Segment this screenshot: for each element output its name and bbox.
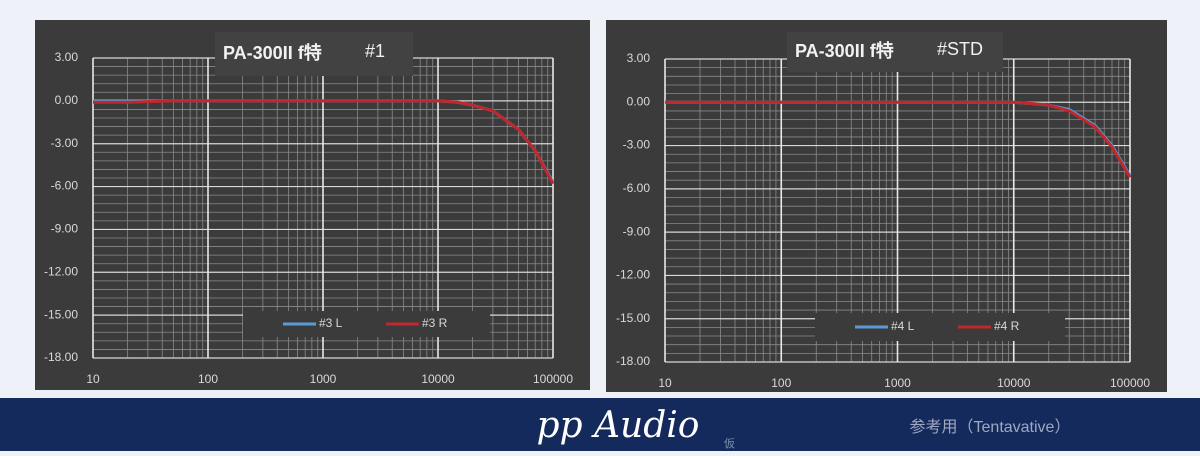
x-tick-label: 1000 bbox=[310, 372, 337, 386]
x-tick-label: 100000 bbox=[533, 372, 573, 386]
y-tick-label: 0.00 bbox=[55, 93, 79, 107]
data-line bbox=[93, 99, 555, 185]
y-tick-label: -18.00 bbox=[44, 350, 78, 364]
y-tick-label: -3.00 bbox=[623, 138, 651, 152]
x-tick-label: 1000 bbox=[884, 376, 911, 390]
x-tick-label: 100 bbox=[198, 372, 218, 386]
title-box bbox=[787, 32, 1003, 72]
x-tick-label: 10000 bbox=[997, 376, 1031, 390]
y-tick-label: 3.00 bbox=[55, 50, 79, 64]
legend-box bbox=[815, 313, 1065, 341]
legend-box bbox=[243, 311, 490, 337]
chart-title: PA-300II f特 bbox=[223, 42, 322, 63]
y-tick-label: -9.00 bbox=[623, 224, 651, 238]
y-tick-label: -12.00 bbox=[616, 268, 650, 282]
y-tick-label: 0.00 bbox=[627, 94, 651, 108]
y-tick-label: -12.00 bbox=[44, 264, 78, 278]
chart: 3.00 0.00 -3.00 -6.00 -9.00 -12.00 -15.00 -18.0… bbox=[35, 20, 590, 390]
y-tick-label: -6.00 bbox=[623, 181, 651, 195]
title-box bbox=[215, 32, 413, 76]
footer-band bbox=[0, 398, 1200, 451]
legend-label: #4 L bbox=[891, 319, 915, 333]
x-tick-label: 100000 bbox=[1110, 376, 1150, 390]
footer-note: 参考用（Tentavative） bbox=[910, 418, 1071, 436]
x-tick-label: 10000 bbox=[421, 372, 455, 386]
y-tick-label: -9.00 bbox=[51, 222, 79, 236]
chart-subtitle: #1 bbox=[365, 41, 385, 61]
chart-subtitle: #STD bbox=[937, 39, 983, 59]
x-tick-label: 10 bbox=[86, 372, 100, 386]
y-tick-label: -18.00 bbox=[616, 354, 650, 368]
y-tick-label: -15.00 bbox=[44, 307, 78, 321]
data-line bbox=[665, 100, 1132, 179]
y-tick-label: -6.00 bbox=[51, 179, 79, 193]
footer-mark: 仮 bbox=[724, 437, 735, 450]
y-tick-label: -15.00 bbox=[616, 311, 650, 325]
footer-brand: pp Audio bbox=[537, 405, 700, 446]
x-tick-label: 10 bbox=[658, 376, 672, 390]
y-tick-label: 3.00 bbox=[627, 51, 651, 65]
y-tick-label: -3.00 bbox=[51, 136, 79, 150]
chart: 3.00 0.00 -3.00 -6.00 -9.00 -12.00 -15.00 -18.0… bbox=[606, 20, 1167, 392]
legend-label: #4 R bbox=[994, 319, 1020, 333]
chart-title: PA-300II f特 bbox=[795, 40, 894, 61]
legend-label: #3 L bbox=[319, 316, 343, 330]
legend-label: #3 R bbox=[422, 316, 448, 330]
x-tick-label: 100 bbox=[771, 376, 791, 390]
